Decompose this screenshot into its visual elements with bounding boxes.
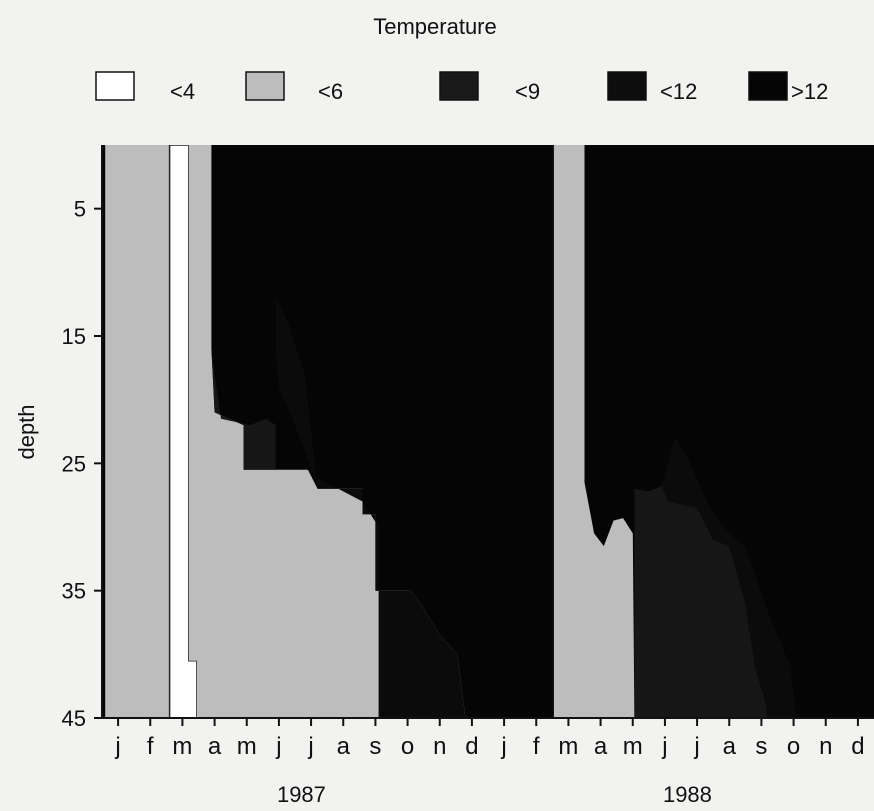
y-tick-label: 35 — [62, 579, 86, 604]
y-tick-label: 45 — [62, 706, 86, 731]
x-tick-label: a — [337, 733, 351, 760]
y-tick-label: 25 — [62, 451, 86, 476]
x-tick-label: j — [114, 733, 120, 760]
legend-label: <6 — [318, 79, 343, 104]
legend-label: >12 — [791, 79, 828, 104]
legend-swatch — [95, 71, 135, 101]
x-tick-label: j — [307, 733, 313, 760]
x-tick-label: a — [208, 733, 222, 760]
x-tick-label: j — [661, 733, 667, 760]
temperature-region — [661, 437, 797, 718]
year-label: 1988 — [663, 782, 712, 807]
x-tick-label: f — [533, 733, 540, 760]
x-tick-label: m — [558, 733, 578, 760]
x-tick-label: j — [500, 733, 506, 760]
x-tick-label: s — [755, 733, 767, 760]
x-tick-label: m — [623, 733, 643, 760]
x-tick-label: a — [723, 733, 737, 760]
legend-label: <4 — [170, 79, 195, 104]
temperature-region — [553, 145, 585, 718]
x-tick-label: m — [172, 733, 192, 760]
x-tick-label: o — [787, 733, 800, 760]
x-tick-label: d — [465, 733, 478, 760]
temperature-region — [105, 145, 170, 718]
legend-swatch — [245, 71, 285, 101]
y-axis: 5 15 25 35 45 — [62, 145, 103, 731]
plot-area — [102, 145, 874, 718]
legend-swatch — [607, 71, 647, 101]
y-tick-label: 5 — [74, 197, 86, 222]
x-tick-label: m — [237, 733, 257, 760]
legend-label: <12 — [660, 79, 697, 104]
x-tick-label: s — [369, 733, 381, 760]
year-label: 1987 — [277, 782, 326, 807]
legend-swatch — [439, 71, 479, 101]
x-tick-label: o — [401, 733, 414, 760]
temperature-region — [211, 348, 276, 470]
x-tick-label: j — [693, 733, 699, 760]
x-tick-label: d — [851, 733, 864, 760]
legend-swatch — [748, 71, 788, 101]
temperature-region — [188, 145, 466, 718]
y-axis-label: depth — [14, 404, 39, 459]
x-tick-label: n — [819, 733, 832, 760]
x-tick-label: a — [594, 733, 608, 760]
y-tick-label: 15 — [62, 324, 86, 349]
temperature-region — [584, 482, 635, 718]
legend-label: <9 — [515, 79, 540, 104]
x-tick-label: j — [275, 733, 281, 760]
temperature-region — [634, 486, 768, 718]
x-tick-label: f — [147, 733, 154, 760]
chart-title: Temperature — [373, 14, 497, 39]
temperature-region — [275, 297, 466, 718]
legend: <4 <6 <9 <12 >12 — [95, 71, 828, 104]
x-tick-label: n — [433, 733, 446, 760]
